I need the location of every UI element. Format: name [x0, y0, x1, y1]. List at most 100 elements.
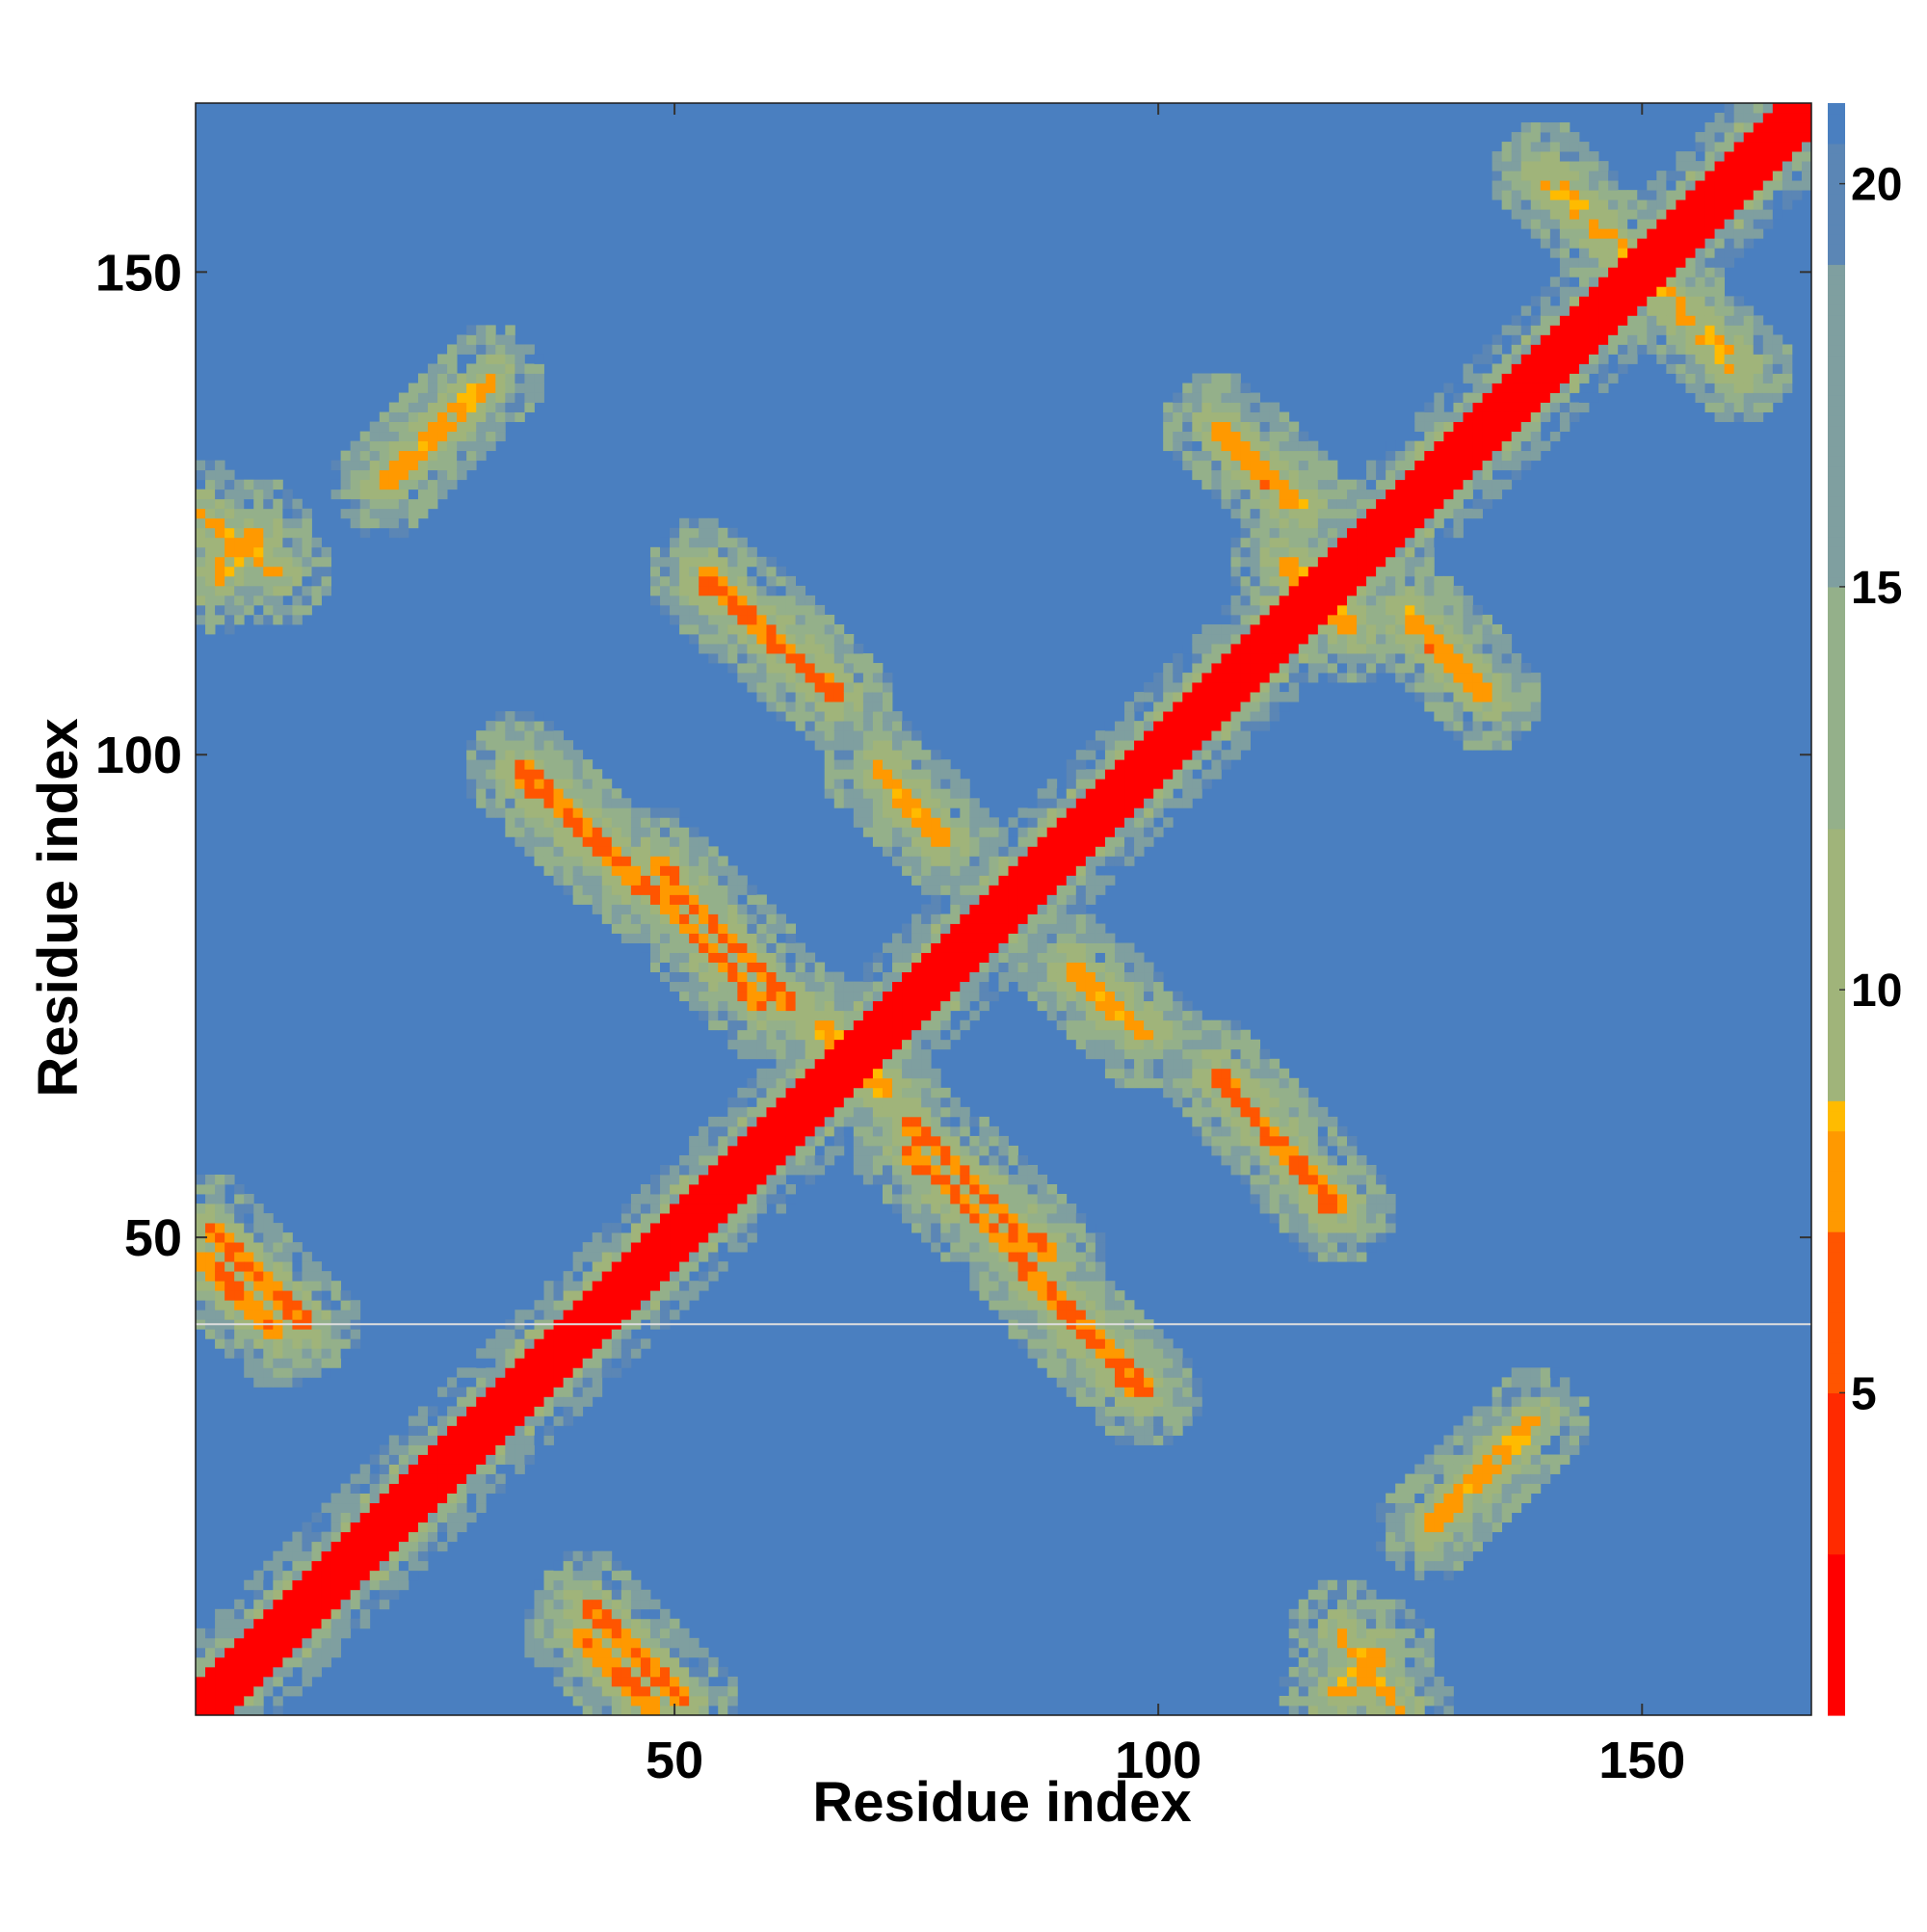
heatmap-cell [428, 1512, 438, 1523]
heatmap-cell [1075, 1213, 1087, 1224]
heatmap-cell [902, 769, 912, 780]
heatmap-cell [302, 1647, 312, 1658]
heatmap-cell [263, 1232, 274, 1243]
heatmap-cell [495, 373, 506, 384]
heatmap-cell [989, 1135, 999, 1147]
heatmap-cell [563, 1396, 574, 1407]
heatmap-cell [1114, 817, 1125, 828]
heatmap-cell [689, 952, 700, 963]
heatmap-cell [1298, 469, 1309, 481]
heatmap-cell [1066, 798, 1077, 808]
heatmap-cell [515, 1454, 525, 1465]
heatmap-cell [756, 1010, 767, 1021]
heatmap-cell [795, 1039, 806, 1050]
heatmap-cell [1153, 971, 1164, 983]
heatmap-cell [601, 846, 613, 857]
heatmap-cell [408, 508, 419, 519]
heatmap-cell [311, 1348, 322, 1359]
heatmap-cell [689, 537, 700, 548]
heatmap-cell [234, 546, 245, 558]
heatmap-cell [747, 633, 757, 645]
heatmap-cell [582, 1367, 594, 1378]
heatmap-cell [1259, 623, 1271, 635]
heatmap-cell [524, 363, 535, 374]
heatmap-cell [969, 971, 980, 983]
heatmap-cell [718, 952, 728, 963]
heatmap-cell [1230, 614, 1241, 625]
heatmap-cell [273, 1666, 283, 1678]
heatmap-cell [524, 1377, 535, 1388]
heatmap-cell [1288, 527, 1300, 539]
heatmap-cell [620, 1310, 632, 1320]
heatmap-cell [1066, 904, 1077, 914]
heatmap-cell [408, 1416, 419, 1426]
heatmap-cell [1017, 1252, 1028, 1262]
heatmap-cell [747, 1000, 757, 1012]
heatmap-cell [601, 1705, 613, 1716]
heatmap-cell [1134, 769, 1145, 780]
heatmap-cell [476, 325, 487, 335]
heatmap-cell [388, 1512, 400, 1523]
heatmap-cell [253, 1223, 264, 1233]
heatmap-cell [756, 1174, 767, 1185]
heatmap-cell [1056, 1019, 1068, 1031]
heatmap-cell [727, 933, 738, 943]
heatmap-cell [1259, 546, 1271, 558]
heatmap-cell [1008, 1232, 1018, 1243]
heatmap-cell [718, 1685, 728, 1697]
heatmap-cell [833, 633, 845, 645]
heatmap-cell [640, 865, 651, 876]
heatmap-cell [582, 865, 594, 876]
heatmap-cell [766, 913, 777, 924]
heatmap-cell [892, 1068, 903, 1079]
heatmap-cell [843, 1058, 855, 1070]
heatmap-cell [795, 962, 806, 973]
heatmap-cell [679, 614, 690, 625]
heatmap-cell [882, 730, 893, 741]
heatmap-cell [1221, 644, 1231, 654]
heatmap-cell [224, 604, 235, 616]
heatmap-cell [534, 798, 544, 808]
heatmap-cell [1075, 1039, 1087, 1050]
heatmap-cell [563, 1281, 574, 1291]
heatmap-cell [543, 1570, 554, 1581]
heatmap-cell [1114, 1367, 1125, 1378]
heatmap-cell [1056, 933, 1068, 943]
heatmap-cell [689, 827, 700, 837]
heatmap-cell [572, 865, 584, 876]
heatmap-cell [708, 1695, 719, 1707]
heatmap-cell [940, 1204, 951, 1214]
heatmap-cell [931, 1019, 941, 1031]
heatmap-cell [253, 1695, 264, 1707]
heatmap-cell [311, 1367, 322, 1378]
heatmap-cell [640, 1599, 651, 1610]
heatmap-cell [1085, 1358, 1096, 1368]
heatmap-cell [785, 692, 796, 702]
heatmap-cell [727, 1000, 738, 1012]
heatmap-cell [611, 1589, 622, 1601]
heatmap-cell [872, 692, 884, 702]
heatmap-cell [1279, 450, 1290, 462]
heatmap-cell [862, 1116, 874, 1127]
heatmap-cell [330, 1493, 342, 1504]
heatmap-cell [486, 1464, 496, 1474]
heatmap-cell [660, 971, 671, 983]
heatmap-cell [1240, 1029, 1251, 1041]
heatmap-cell [1124, 836, 1135, 847]
heatmap-cell [649, 942, 661, 953]
heatmap-cell [795, 623, 806, 635]
heatmap-cell [388, 1483, 400, 1494]
heatmap-cell [417, 469, 429, 481]
heatmap-cell [1298, 1618, 1309, 1629]
heatmap-cell [882, 788, 893, 799]
heatmap-cell [931, 836, 941, 847]
heatmap-cell [1008, 817, 1018, 828]
heatmap-cell [1066, 1367, 1077, 1378]
heatmap-cell [476, 1425, 487, 1436]
heatmap-cell [408, 1464, 419, 1474]
heatmap-cell [969, 1242, 980, 1253]
heatmap-cell [1017, 1184, 1028, 1195]
heatmap-cell [1250, 527, 1261, 539]
heatmap-cell [611, 1705, 622, 1716]
heatmap-cell [1134, 798, 1145, 808]
